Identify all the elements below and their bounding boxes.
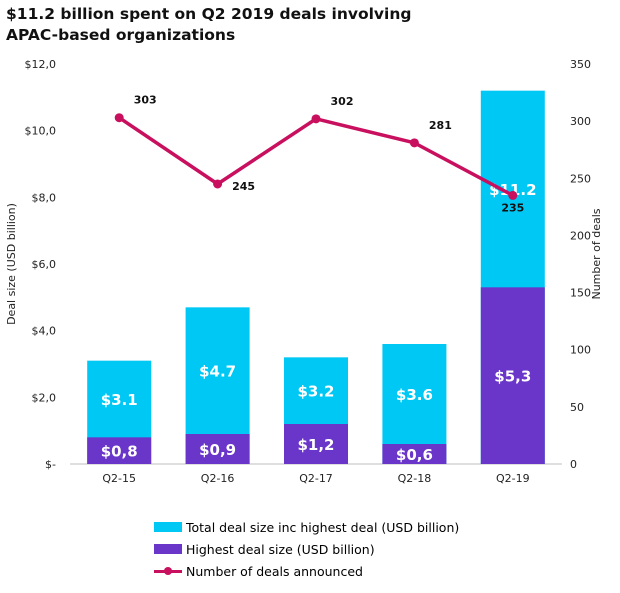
legend-item-deals: Number of deals announced [154,560,459,582]
y2-tick-label: 350 [570,58,591,71]
line-point-label: 235 [501,201,524,214]
y-axis-title: Deal size (USD billion) [5,203,18,325]
y-tick-label: $12,0 [25,58,57,71]
legend-item-highest: Highest deal size (USD billion) [154,538,459,560]
bar-total-label: $3.1 [101,391,138,409]
line-point-label: 281 [429,119,452,132]
line-point [508,191,517,200]
legend-label-total: Total deal size inc highest deal (USD bi… [186,520,459,535]
bar-total-label: $4.7 [199,363,236,381]
bar-highest-label: $1,2 [297,436,334,454]
line-point [115,113,124,122]
bar-highest-label: $5,3 [494,368,531,386]
line-point-label: 303 [134,94,157,107]
x-tick-label: Q2-19 [496,472,530,485]
line-point [312,114,321,123]
line-point [410,138,419,147]
y2-tick-label: 200 [570,229,591,242]
line-point-label: 302 [331,95,354,108]
bar-total-label: $3.2 [297,383,334,401]
legend-swatch-highest [154,544,182,554]
y2-tick-label: 50 [570,401,584,414]
y2-tick-label: 0 [570,458,577,471]
bar-highest-label: $0,8 [101,443,138,461]
y-tick-label: $8,0 [32,191,57,204]
bar-highest-label: $0,6 [396,446,433,464]
y2-axis-title: Number of deals [590,208,603,299]
y2-tick-label: 250 [570,172,591,185]
y-tick-label: $6,0 [32,258,57,271]
y-tick-label: $- [45,458,56,471]
legend-label-highest: Highest deal size (USD billion) [186,542,375,557]
legend-item-total: Total deal size inc highest deal (USD bi… [154,516,459,538]
y2-tick-label: 100 [570,344,591,357]
y2-tick-label: 150 [570,287,591,300]
bar-total-label: $3.6 [396,386,433,404]
chart-plot: $- $2,0 $4,0 $6,0 $8,0 $10,0 $12,0 0 50 100 150 200… [0,0,620,510]
line-point-label: 245 [232,180,255,193]
legend-swatch-total [154,522,182,532]
x-tick-label: Q2-17 [299,472,333,485]
bar-highest-label: $0,9 [199,441,236,459]
x-tick-label: Q2-16 [201,472,235,485]
line-deals [119,118,513,196]
y-tick-label: $10,0 [25,125,57,138]
y-tick-label: $4,0 [32,325,57,338]
legend-swatch-deals [154,566,182,576]
y2-tick-label: 300 [570,115,591,128]
x-tick-label: Q2-15 [102,472,136,485]
line-point [213,180,222,189]
chart-legend: Total deal size inc highest deal (USD bi… [154,516,459,582]
legend-label-deals: Number of deals announced [186,564,363,579]
x-tick-label: Q2-18 [398,472,432,485]
y-tick-label: $2,0 [32,391,57,404]
